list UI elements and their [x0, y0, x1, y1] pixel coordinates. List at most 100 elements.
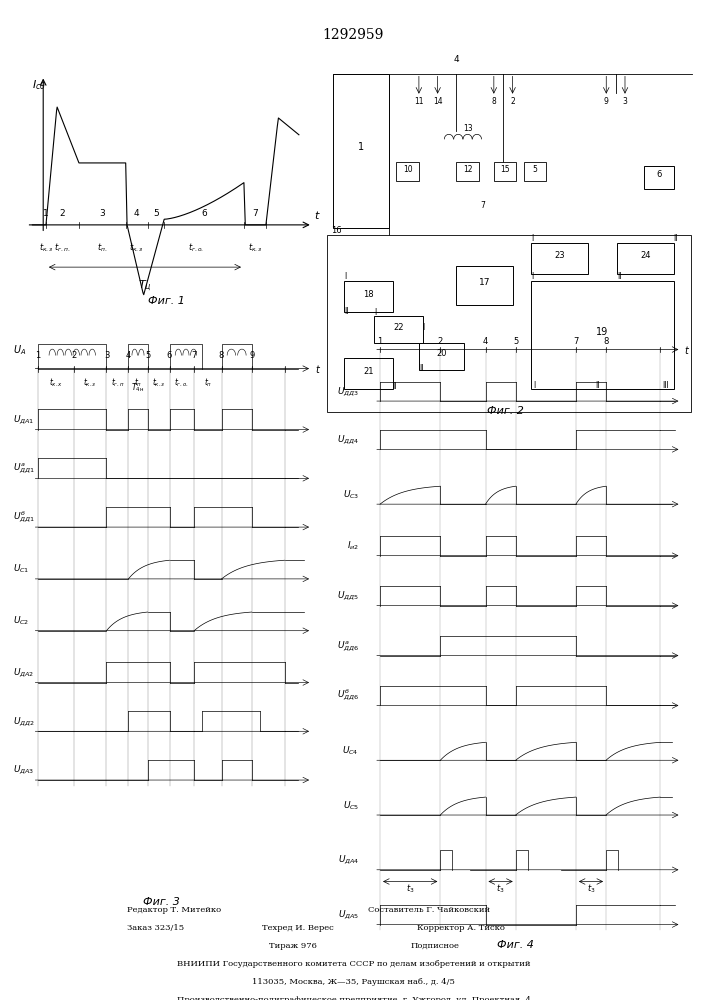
Text: 18: 18 — [363, 290, 373, 299]
Text: 7: 7 — [480, 201, 485, 210]
Text: $I_{c\theta}$: $I_{c\theta}$ — [33, 78, 47, 92]
Text: $t_{г.о.}$: $t_{г.о.}$ — [187, 242, 204, 254]
Text: $t_{г.о.}$: $t_{г.о.}$ — [175, 377, 189, 389]
Text: Производственно-полиграфическое предприятие, г. Ужгород, ул. Проектная, 4: Производственно-полиграфическое предприя… — [177, 996, 530, 1000]
Text: $U_{ДА1}$: $U_{ДА1}$ — [13, 413, 35, 426]
Text: 4: 4 — [454, 55, 459, 64]
Text: Корректор А. Тиско: Корректор А. Тиско — [417, 924, 505, 932]
Bar — [344, 358, 392, 389]
Text: II: II — [392, 382, 397, 391]
Text: 23: 23 — [554, 251, 565, 260]
Text: $U_{С2}$: $U_{С2}$ — [13, 614, 30, 627]
Text: 21: 21 — [363, 367, 373, 376]
Text: Тираж 976: Тираж 976 — [269, 942, 317, 950]
Text: $T_{ц}$: $T_{ц}$ — [138, 278, 152, 293]
Bar — [457, 162, 479, 181]
Text: 20: 20 — [436, 349, 447, 358]
Text: $t_{г.п.}$: $t_{г.п.}$ — [54, 242, 71, 254]
Text: 8: 8 — [219, 351, 224, 360]
Text: 14: 14 — [433, 97, 443, 106]
Text: 8: 8 — [491, 97, 496, 106]
Text: $U_{ДД1}^a$: $U_{ДД1}^a$ — [13, 461, 35, 475]
Text: 1: 1 — [378, 337, 382, 346]
Text: $U_{С4}$: $U_{С4}$ — [342, 744, 359, 757]
Text: Фиг. 3: Фиг. 3 — [143, 897, 180, 907]
Text: $U_{ДА4}$: $U_{ДА4}$ — [337, 854, 359, 866]
Text: 8: 8 — [603, 337, 609, 346]
Text: $t_{х.х}$: $t_{х.х}$ — [49, 377, 63, 389]
Text: 7: 7 — [573, 337, 578, 346]
Text: $T_{\text{4н}}$: $T_{\text{4н}}$ — [132, 382, 144, 394]
Text: 5: 5 — [145, 351, 150, 360]
Text: 15: 15 — [501, 165, 510, 174]
Text: 17: 17 — [479, 278, 490, 287]
Text: 5: 5 — [513, 337, 518, 346]
Text: I: I — [374, 308, 376, 317]
Text: 3: 3 — [623, 97, 627, 106]
Text: $U_{С3}$: $U_{С3}$ — [342, 488, 359, 501]
Text: $U_{ДД3}$: $U_{ДД3}$ — [337, 385, 359, 398]
Text: $t_п$: $t_п$ — [134, 377, 142, 389]
Text: 5: 5 — [153, 209, 159, 218]
Text: $U_{С1}$: $U_{С1}$ — [13, 562, 30, 575]
Text: $U_{ДД4}$: $U_{ДД4}$ — [337, 433, 359, 446]
Text: $U_{ДД6}^б$: $U_{ДД6}^б$ — [337, 688, 359, 703]
Text: 3: 3 — [100, 209, 105, 218]
Text: Техред И. Верес: Техред И. Верес — [262, 924, 333, 932]
Text: 5: 5 — [532, 165, 537, 174]
Text: 6: 6 — [201, 209, 207, 218]
Bar — [494, 162, 516, 181]
Text: II: II — [344, 307, 349, 316]
Bar — [327, 235, 691, 412]
Text: $I_{и2}$: $I_{и2}$ — [347, 540, 359, 552]
Text: Составитель Г. Чайковский: Составитель Г. Чайковский — [368, 906, 490, 914]
Text: 1: 1 — [35, 351, 40, 360]
Text: 13: 13 — [463, 124, 472, 133]
Text: 6: 6 — [656, 170, 662, 179]
Text: 2: 2 — [438, 337, 443, 346]
Text: $t_{г.п}$: $t_{г.п}$ — [110, 377, 124, 389]
Text: $t_п$: $t_п$ — [204, 377, 212, 389]
Bar — [397, 162, 419, 181]
Text: I: I — [423, 323, 425, 332]
Text: ВНИИПИ Государственного комитета СССР по делам изобретений и открытий: ВНИИПИ Государственного комитета СССР по… — [177, 960, 530, 968]
Text: $t$: $t$ — [314, 209, 321, 221]
Text: $t$: $t$ — [315, 363, 321, 375]
Text: I: I — [532, 272, 534, 281]
Bar — [524, 162, 547, 181]
Text: 12: 12 — [463, 165, 472, 174]
Text: 24: 24 — [641, 251, 651, 260]
Bar — [617, 243, 674, 274]
Text: $U_{С5}$: $U_{С5}$ — [342, 799, 359, 812]
Text: II: II — [674, 234, 678, 243]
Text: Фиг. 4: Фиг. 4 — [497, 940, 534, 950]
Text: I: I — [533, 381, 535, 390]
Text: 2: 2 — [71, 351, 76, 360]
Text: $t_{к.з}$: $t_{к.з}$ — [129, 242, 144, 254]
Text: Редактор Т. Митейко: Редактор Т. Митейко — [127, 906, 221, 914]
Text: III: III — [662, 381, 670, 390]
Text: II: II — [419, 364, 423, 373]
Text: 4: 4 — [134, 209, 139, 218]
Bar — [532, 243, 588, 274]
Text: $t$: $t$ — [684, 344, 691, 356]
Text: $t_{к.з}$: $t_{к.з}$ — [152, 377, 165, 389]
Text: 3: 3 — [104, 351, 109, 360]
Text: $U_{ДА5}$: $U_{ДА5}$ — [338, 908, 359, 921]
Text: 11: 11 — [414, 97, 423, 106]
Text: $U_{ДД1}^б$: $U_{ДД1}^б$ — [13, 509, 35, 525]
Bar — [419, 343, 464, 370]
Text: 113035, Москва, Ж—35, Раушская наб., д. 4/5: 113035, Москва, Ж—35, Раушская наб., д. … — [252, 978, 455, 986]
Text: 4: 4 — [483, 337, 488, 346]
Text: 16: 16 — [331, 226, 341, 235]
Bar — [333, 74, 389, 228]
Text: 9: 9 — [604, 97, 609, 106]
Text: Фиг. 1: Фиг. 1 — [148, 296, 185, 306]
Text: $t_{к.з}$: $t_{к.з}$ — [39, 242, 53, 254]
Bar — [644, 166, 674, 189]
Text: $t_{п.}$: $t_{п.}$ — [97, 242, 107, 254]
Text: $U_{ДД5}$: $U_{ДД5}$ — [337, 589, 359, 602]
Text: 1: 1 — [43, 209, 49, 218]
Text: 10: 10 — [403, 165, 412, 174]
Text: I: I — [532, 234, 534, 243]
